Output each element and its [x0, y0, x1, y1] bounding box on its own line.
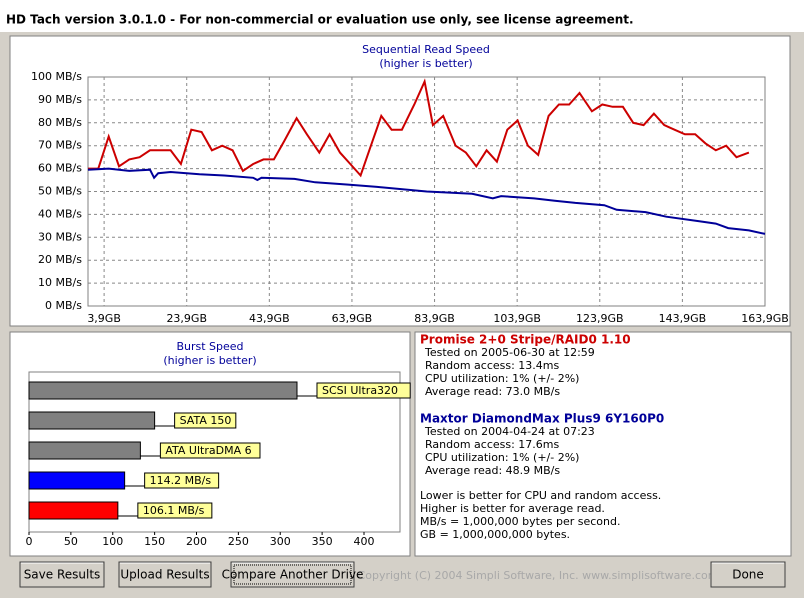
- x-tick-label: 123,9GB: [576, 312, 624, 325]
- x-tick-label: 150: [144, 535, 165, 548]
- x-tick-label: 100: [102, 535, 123, 548]
- bar-label-box: [137, 502, 213, 519]
- button-label[interactable]: Compare Another Drive: [222, 568, 364, 582]
- y-tick-label: 0 MB/s: [45, 299, 82, 312]
- category-label: ATA UltraDMA 6: [165, 444, 251, 457]
- chart-title: Sequential Read Speed: [362, 43, 490, 56]
- y-tick-label: 50 MB/s: [38, 185, 82, 198]
- x-tick-label: 400: [353, 535, 374, 548]
- series-line: [87, 167, 766, 235]
- copyright: Copyright (C) 2004 Simpli Software, Inc.…: [358, 569, 719, 582]
- note: GB = 1,000,000,000 bytes.: [420, 528, 570, 541]
- y-tick-label: 40 MB/s: [38, 207, 82, 220]
- bar: [28, 381, 298, 400]
- button[interactable]: [230, 561, 355, 588]
- bar: [28, 501, 119, 520]
- value-label: 114.2 MB/s: [150, 474, 212, 487]
- info-panel: [414, 331, 792, 557]
- x-tick-label: 200: [186, 535, 207, 548]
- chart-subtitle: (higher is better): [163, 354, 256, 367]
- bar: [28, 471, 126, 490]
- x-tick-label: 250: [228, 535, 249, 548]
- drive-name: Promise 2+0 Stripe/RAID0 1.10: [420, 333, 631, 347]
- y-tick-label: 70 MB/s: [38, 139, 82, 152]
- y-tick-label: 100 MB/s: [31, 70, 82, 83]
- x-tick-label: 23,9GB: [166, 312, 207, 325]
- y-tick-label: 30 MB/s: [38, 230, 82, 243]
- x-tick-label: 143,9GB: [659, 312, 707, 325]
- x-tick-label: 43,9GB: [249, 312, 290, 325]
- bar-label-box: [144, 472, 220, 489]
- result-line: Average read: 48.9 MB/s: [425, 464, 560, 477]
- button-label[interactable]: Upload Results: [120, 568, 209, 582]
- bar: [28, 441, 141, 460]
- series-line: [88, 78, 750, 178]
- result-line: CPU utilization: 1% (+/- 2%): [425, 372, 579, 385]
- button-label[interactable]: Save Results: [24, 568, 101, 582]
- category-label: SCSI Ultra320: [322, 384, 398, 397]
- button[interactable]: [710, 561, 786, 588]
- window-title: HD Tach version 3.0.1.0 - For non-commer…: [6, 13, 634, 27]
- bar-label-box: [159, 442, 261, 459]
- x-tick-label: 350: [312, 535, 333, 548]
- x-tick-label: 163,9GB: [741, 312, 789, 325]
- button-label[interactable]: Done: [732, 568, 764, 582]
- x-tick-label: 103,9GB: [493, 312, 541, 325]
- result-line: Random access: 13.4ms: [425, 359, 560, 372]
- x-tick-label: 3,9GB: [87, 312, 121, 325]
- bar-label-box: [316, 382, 411, 399]
- note: Higher is better for average read.: [420, 502, 605, 515]
- x-tick-label: 83,9GB: [414, 312, 455, 325]
- x-tick-label: 63,9GB: [332, 312, 373, 325]
- y-tick-label: 20 MB/s: [38, 253, 82, 266]
- result-line: Average read: 73.0 MB/s: [425, 385, 560, 398]
- chart-subtitle: (higher is better): [379, 57, 472, 70]
- title-bar: [0, 0, 804, 32]
- y-tick-label: 60 MB/s: [38, 162, 82, 175]
- y-tick-label: 80 MB/s: [38, 116, 82, 129]
- y-tick-label: 10 MB/s: [38, 276, 82, 289]
- drive-name: Maxtor DiamondMax Plus9 6Y160P0: [420, 412, 664, 426]
- x-tick-label: 0: [26, 535, 33, 548]
- button[interactable]: [118, 561, 212, 588]
- chart-title: Burst Speed: [176, 340, 243, 353]
- result-line: Random access: 17.6ms: [425, 438, 560, 451]
- result-line: Tested on 2004-04-24 at 07:23: [424, 425, 595, 438]
- bar: [28, 411, 156, 430]
- bar-label-box: [174, 412, 237, 429]
- result-line: Tested on 2005-06-30 at 12:59: [424, 346, 595, 359]
- x-tick-label: 50: [64, 535, 78, 548]
- x-tick-label: 300: [270, 535, 291, 548]
- button[interactable]: [19, 561, 105, 588]
- category-label: SATA 150: [180, 414, 232, 427]
- result-line: CPU utilization: 1% (+/- 2%): [425, 451, 579, 464]
- y-tick-label: 90 MB/s: [38, 93, 82, 106]
- note: Lower is better for CPU and random acces…: [420, 489, 661, 502]
- note: MB/s = 1,000,000 bytes per second.: [420, 515, 620, 528]
- value-label: 106.1 MB/s: [143, 504, 205, 517]
- focus-ring: [233, 564, 352, 585]
